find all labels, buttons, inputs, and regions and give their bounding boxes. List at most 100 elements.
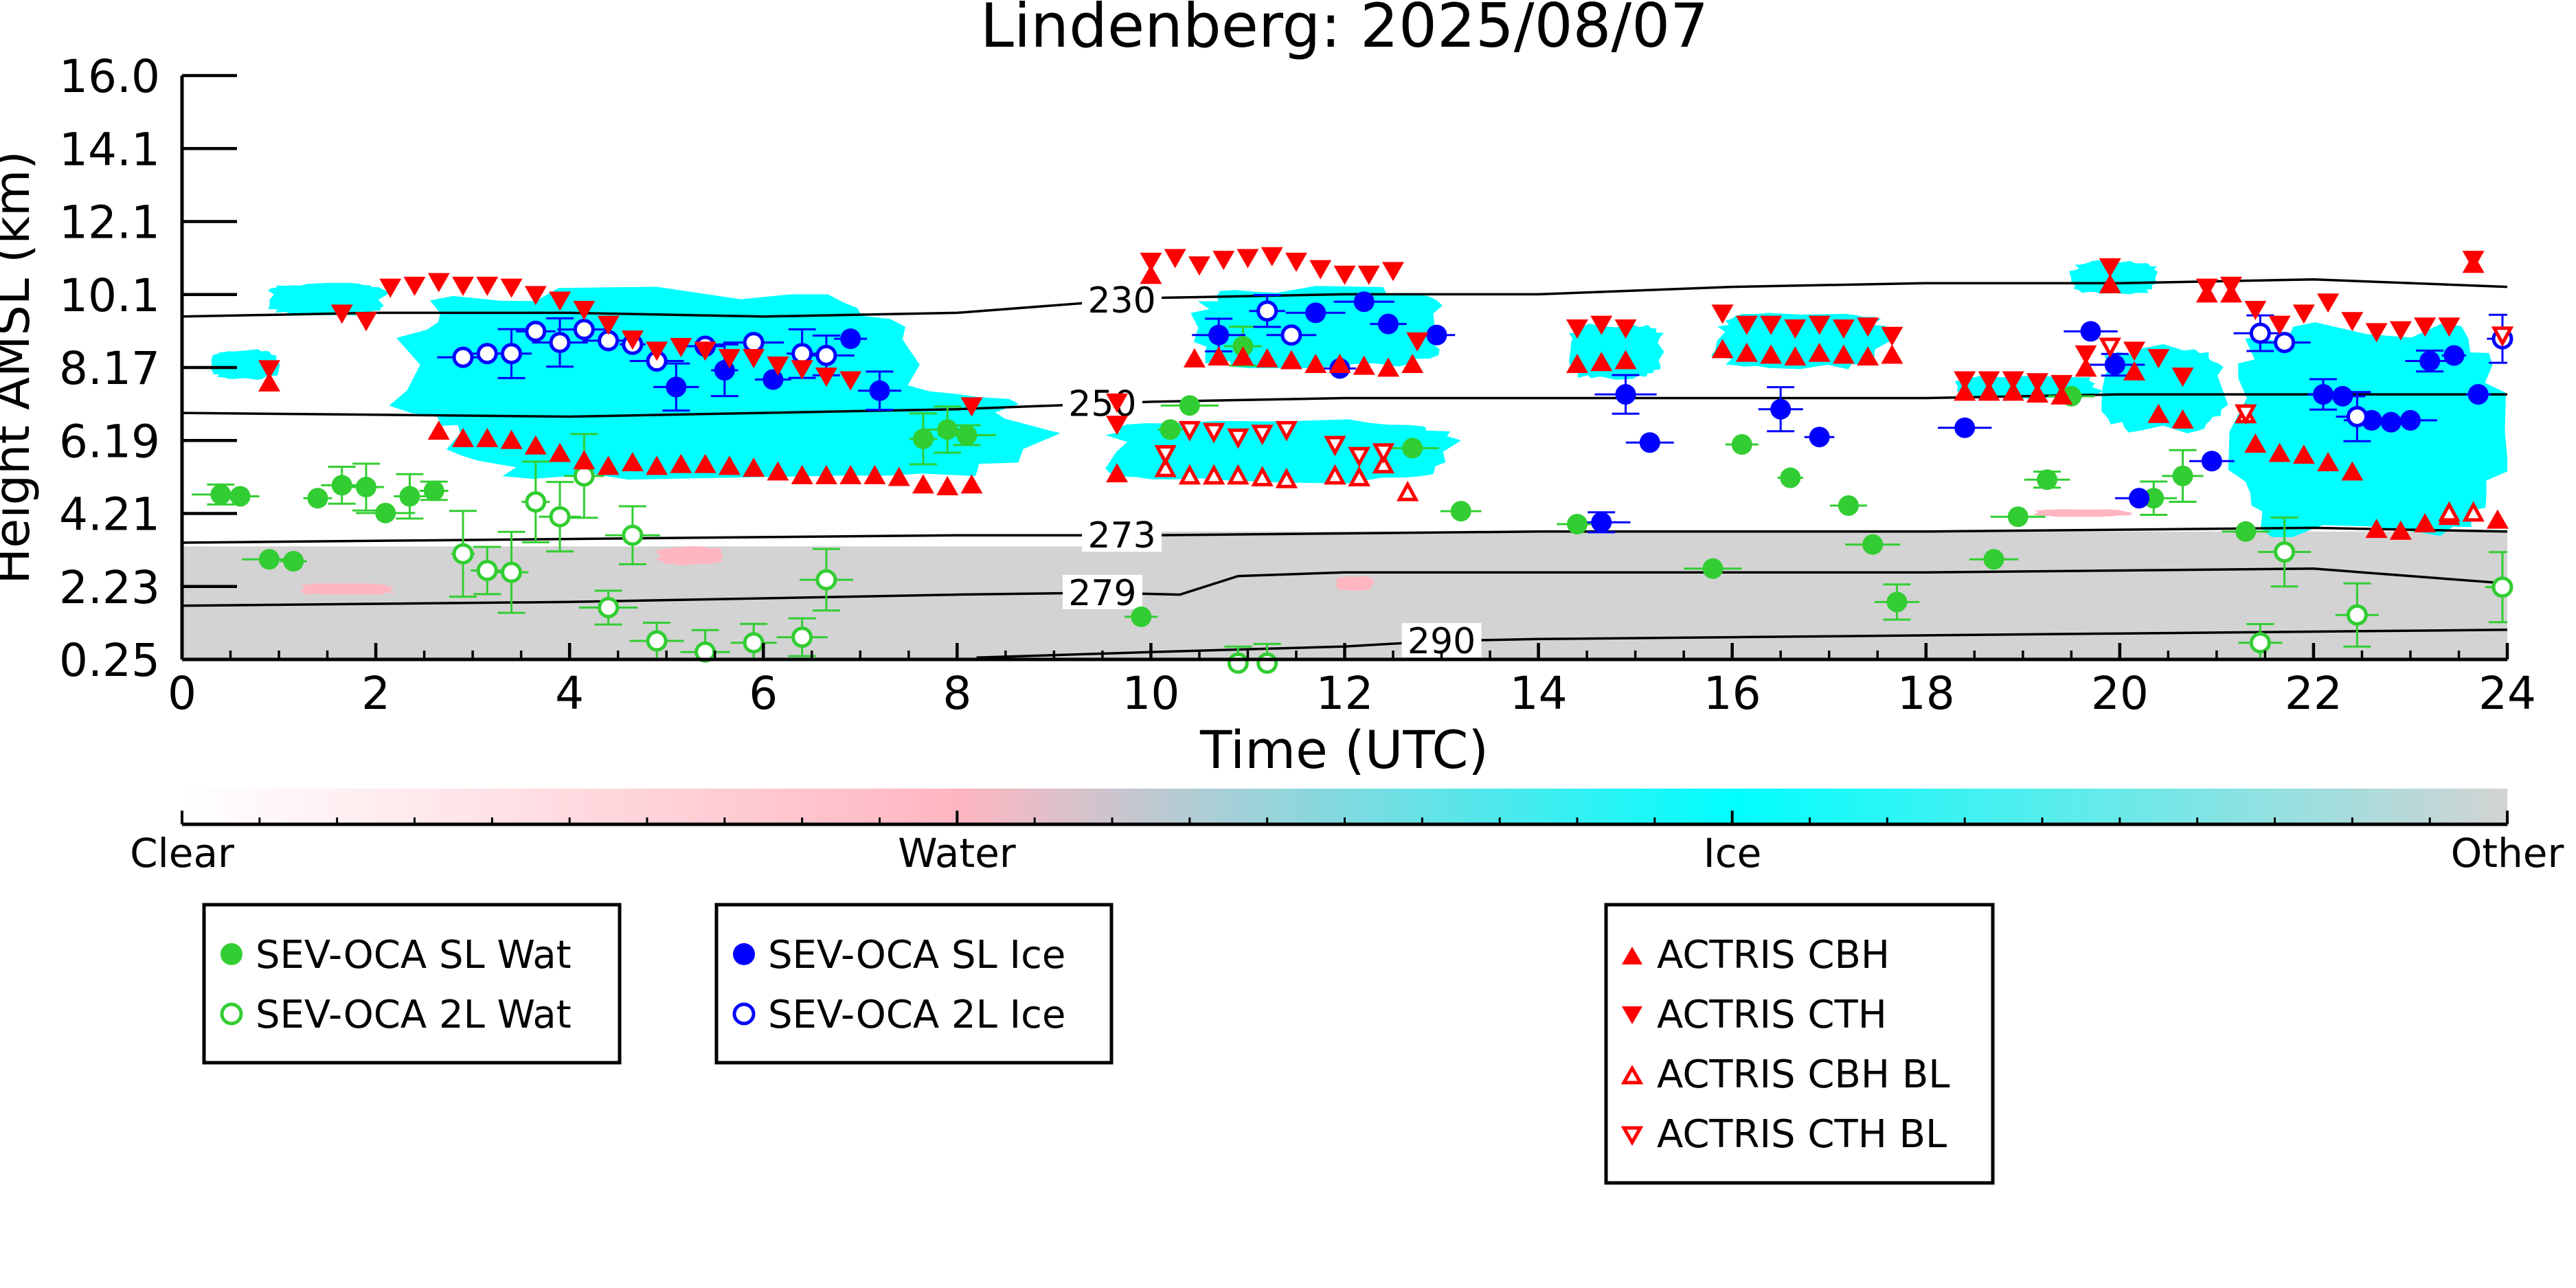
marker-sev-oca-sl-wat <box>956 425 978 446</box>
marker-actris-cth <box>1808 315 1831 335</box>
marker-sev-oca-sl-ice <box>1353 291 1375 313</box>
x-axis-label: Time (UTC) <box>1199 719 1489 780</box>
x-tick-label: 18 <box>1897 667 1955 720</box>
marker-actris-cth <box>1590 315 1613 335</box>
marker-actris-cth <box>718 349 741 369</box>
marker-actris-cbh <box>743 457 765 477</box>
marker-sev-oca-sl-wat <box>283 550 304 572</box>
marker-actris-cth <box>1760 315 1783 335</box>
marker-actris-cbh-bl <box>1348 466 1370 487</box>
marker-actris-cbh <box>1735 342 1758 362</box>
marker-sev-oca-2l-ice <box>791 343 813 365</box>
x-tick-label: 22 <box>2285 667 2342 720</box>
marker-actris-cbh <box>2026 383 2048 403</box>
marker-sev-oca-2l-wat <box>549 506 571 528</box>
marker-sev-oca-sl-wat <box>1780 467 1801 488</box>
marker-sev-oca-2l-wat <box>791 626 813 648</box>
marker-sev-oca-sl-wat <box>399 486 420 507</box>
legend-label-actris-cbh: ACTRIS CBH <box>1657 933 1890 978</box>
marker-actris-cth <box>500 278 523 298</box>
marker-actris-cbh <box>2050 385 2073 405</box>
x-tick-label: 14 <box>1510 667 1568 720</box>
marker-actris-cth-bl <box>1202 422 1225 444</box>
marker-actris-cth <box>791 360 813 380</box>
marker-sev-oca-sl-wat <box>1450 501 1471 522</box>
marker-sev-oca-sl-ice <box>2399 409 2421 431</box>
marker-actris-cth <box>2123 341 2145 361</box>
marker-actris-cth <box>452 276 475 296</box>
y-tick-label: 14.1 <box>59 123 160 176</box>
marker-sev-oca-2l-ice <box>476 343 498 365</box>
marker-actris-cbh <box>767 461 789 481</box>
marker-sev-oca-sl-wat <box>1402 438 1423 459</box>
marker-sev-oca-sl-wat <box>1160 419 1181 440</box>
marker-actris-cth <box>1309 260 1332 280</box>
marker-actris-cbh <box>2317 451 2340 471</box>
marker-sev-oca-2l-ice <box>2249 322 2271 344</box>
marker-actris-cth <box>1140 252 1162 272</box>
marker-sev-oca-2l-wat <box>743 632 765 654</box>
marker-sev-oca-sl-ice <box>2201 451 2222 472</box>
marker-actris-cbh <box>694 453 716 473</box>
marker-actris-cth-bl <box>1227 428 1250 449</box>
marker-sev-oca-2l-ice <box>573 319 595 341</box>
marker-sev-oca-sl-wat <box>2143 488 2165 509</box>
marker-sev-oca-sl-wat <box>1131 606 1152 627</box>
marker-actris-cth <box>427 273 450 293</box>
marker-actris-cbh-bl <box>1324 464 1346 485</box>
marker-actris-cbh <box>1232 346 1254 366</box>
marker-sev-oca-sl-wat <box>229 486 251 507</box>
isotherm-label-bg <box>1082 517 1162 552</box>
cloud-region-other <box>1102 531 2507 610</box>
legend-label-2l-wat: SEV-OCA 2L Wat <box>256 993 572 1037</box>
cloud-region-water <box>1335 576 1375 591</box>
marker-actris-cth <box>2244 301 2267 320</box>
legend-box-water: SEV-OCA SL Wat SEV-OCA 2L Wat <box>202 903 622 1065</box>
marker-actris-cth <box>1881 326 1903 346</box>
marker-actris-cbh-bl <box>1251 466 1274 487</box>
marker-actris-cth <box>2026 373 2048 393</box>
y-ticks: 16.0 14.1 12.1 10.1 8.17 6.19 4.21 2.23 0.25 <box>59 50 237 687</box>
marker-sev-oca-sl-ice <box>2443 345 2465 366</box>
isotherm-230 <box>182 278 2507 318</box>
y-tick-label: 12.1 <box>59 196 160 249</box>
marker-actris-cbh <box>1590 352 1613 372</box>
marker-actris-cth <box>2195 278 2218 298</box>
marker-actris-cth <box>403 276 426 296</box>
marker-sev-oca-sl-wat <box>2037 469 2058 490</box>
marker-actris-cbh-bl <box>1372 453 1395 474</box>
marker-actris-cth <box>1382 262 1405 282</box>
marker-sev-oca-sl-ice <box>1377 313 1399 335</box>
marker-actris-cth <box>1236 249 1259 269</box>
marker-sev-oca-sl-ice <box>1639 432 1660 453</box>
marker-sev-oca-2l-wat <box>622 524 644 546</box>
marker-actris-cbh <box>791 464 813 484</box>
y-tick-label: 2.23 <box>59 561 160 614</box>
marker-actris-cth <box>621 330 644 350</box>
marker-actris-cth <box>960 397 983 417</box>
legend-label-actris-cth: ACTRIS CTH <box>1657 993 1887 1037</box>
marker-actris-cth <box>2075 345 2097 365</box>
marker-actris-cth-bl <box>1348 447 1370 468</box>
marker-actris-cbh-bl <box>1227 464 1250 485</box>
marker-sev-oca-sl-wat <box>355 477 376 498</box>
legend-label-sl-wat: SEV-OCA SL Wat <box>256 933 572 978</box>
marker-sev-oca-sl-wat <box>1702 558 1724 579</box>
marker-sev-oca-sl-ice <box>2419 350 2441 372</box>
marker-sev-oca-sl-ice <box>1305 302 1326 324</box>
legend-marker-sl-ice <box>733 943 755 965</box>
marker-sev-oca-2l-ice <box>549 332 571 354</box>
marker-actris-cbh <box>1401 353 1424 373</box>
marker-actris-cth <box>1261 247 1283 267</box>
marker-actris-cth <box>524 286 547 306</box>
marker-actris-cth-bl <box>1324 436 1346 457</box>
marker-sev-oca-sl-wat <box>1886 591 1908 613</box>
legend-frame <box>202 903 622 1065</box>
marker-sev-oca-2l-ice <box>1280 324 1302 346</box>
x-tick-label: 0 <box>168 667 196 720</box>
marker-actris-cth <box>1784 319 1807 339</box>
marker-sev-oca-sl-ice <box>1615 384 1636 405</box>
marker-actris-cbh <box>2341 461 2364 481</box>
marker-sev-oca-2l-wat <box>598 596 620 618</box>
